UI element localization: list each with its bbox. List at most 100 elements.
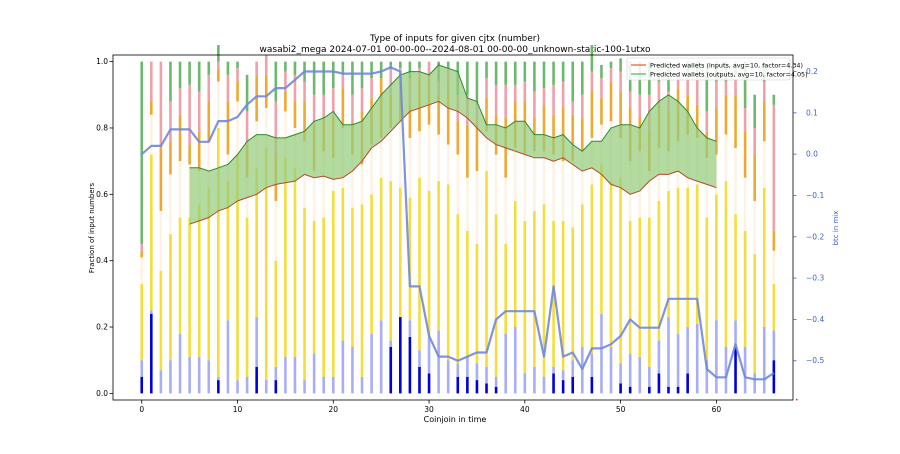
bar-segment <box>226 101 230 155</box>
bar-segment <box>657 340 661 374</box>
bar-segment <box>743 131 747 178</box>
bar-segment <box>715 194 718 321</box>
bar-segment <box>389 181 393 341</box>
bar-segment <box>494 376 498 387</box>
bar-segment <box>427 336 431 374</box>
bar-segment <box>762 81 766 102</box>
bar-segment <box>370 194 373 334</box>
bar-segment <box>217 68 220 82</box>
bar-segment <box>408 137 412 198</box>
y2-tick-label: −0.1 <box>806 191 824 200</box>
x-tick-label: 0 <box>139 405 144 414</box>
x-tick-label: 10 <box>233 405 243 414</box>
bar-segment <box>312 220 316 354</box>
bar-segment <box>762 187 766 328</box>
x-tick-label: 50 <box>616 405 626 414</box>
bar-segment <box>667 386 670 394</box>
bar-segment <box>542 376 546 394</box>
bar-segment <box>399 61 402 69</box>
y-tick-label: 0.8 <box>96 123 108 132</box>
bar-segment <box>485 131 488 172</box>
bar-segment <box>504 84 507 119</box>
bar-segment <box>207 141 211 188</box>
bar-segment <box>351 154 354 208</box>
bar-segment <box>686 373 689 394</box>
bar-segment <box>399 187 402 318</box>
bar-segment <box>571 61 575 102</box>
bar-segment <box>485 383 488 394</box>
bar-segment <box>609 346 613 394</box>
bar-segment <box>657 200 661 341</box>
bar-segment <box>648 217 651 367</box>
bar-segment <box>284 157 287 357</box>
bar-segment <box>734 147 737 215</box>
bar-segment <box>207 74 211 102</box>
bar-segment <box>178 88 182 115</box>
bar-segment <box>322 376 325 394</box>
bar-segment <box>753 373 756 394</box>
bar-segment <box>628 91 632 109</box>
bar-segment <box>619 58 622 72</box>
bar-segment <box>456 121 460 155</box>
bar-segment <box>762 141 766 188</box>
bar-segment <box>341 74 345 89</box>
bar-segment <box>657 81 661 102</box>
bar-segment <box>188 356 191 394</box>
chart-subtitle: wasabi2_mega 2024-07-01 00-00-00--2024-0… <box>260 45 651 55</box>
bar-segment <box>341 61 345 75</box>
inputs-prediction-line <box>189 100 717 225</box>
bar-segment <box>619 91 622 138</box>
bar-segment <box>370 78 373 99</box>
prediction-band <box>189 65 717 225</box>
bar-segment <box>351 207 354 347</box>
bar-segment <box>293 167 297 357</box>
bar-segment <box>619 383 622 394</box>
bar-segment <box>513 84 517 102</box>
bar-segment <box>734 94 737 148</box>
bar-segment <box>236 81 239 102</box>
bar-segment <box>293 74 297 102</box>
bar-segment <box>303 81 306 102</box>
bar-segment <box>619 71 622 92</box>
bar-segment <box>217 61 220 69</box>
bar-segment <box>648 386 651 394</box>
bar-segment <box>408 104 412 138</box>
bar-segment <box>743 108 747 132</box>
bar-segment <box>466 230 469 357</box>
bar-segment <box>169 174 172 235</box>
bar-segment <box>159 61 163 145</box>
bar-segment <box>360 204 364 377</box>
bar-segment <box>140 283 144 361</box>
bar-segment <box>150 154 153 311</box>
bar-segment <box>734 346 737 394</box>
bar-segment <box>705 111 709 132</box>
bar-segment <box>274 366 278 381</box>
bar-segment <box>197 204 201 357</box>
bar-segment <box>418 366 421 394</box>
bar-segment <box>264 74 268 109</box>
bar-segment <box>389 340 393 347</box>
bar-segment <box>762 101 766 142</box>
bar-segment <box>322 217 325 377</box>
bar-segment <box>140 360 144 377</box>
bar-segment <box>533 91 536 119</box>
corner-marker: • <box>795 397 799 404</box>
bar-segment <box>255 167 258 318</box>
bar-segment <box>178 333 182 394</box>
bar-segment <box>705 360 709 394</box>
bar-segment <box>446 184 450 361</box>
bar-segment <box>178 114 182 162</box>
btc-line-layer <box>140 66 775 381</box>
bar-segment <box>140 244 144 251</box>
bar-segment <box>169 61 172 102</box>
bar-segment <box>284 111 287 158</box>
bar-segment <box>226 61 230 75</box>
plot-frame <box>112 54 794 401</box>
bar-segment <box>715 320 718 394</box>
bar-segment <box>475 363 479 381</box>
bar-segment <box>523 373 527 394</box>
bar-segment <box>571 101 575 115</box>
bar-segment <box>705 157 709 218</box>
bar-segment <box>724 134 728 182</box>
